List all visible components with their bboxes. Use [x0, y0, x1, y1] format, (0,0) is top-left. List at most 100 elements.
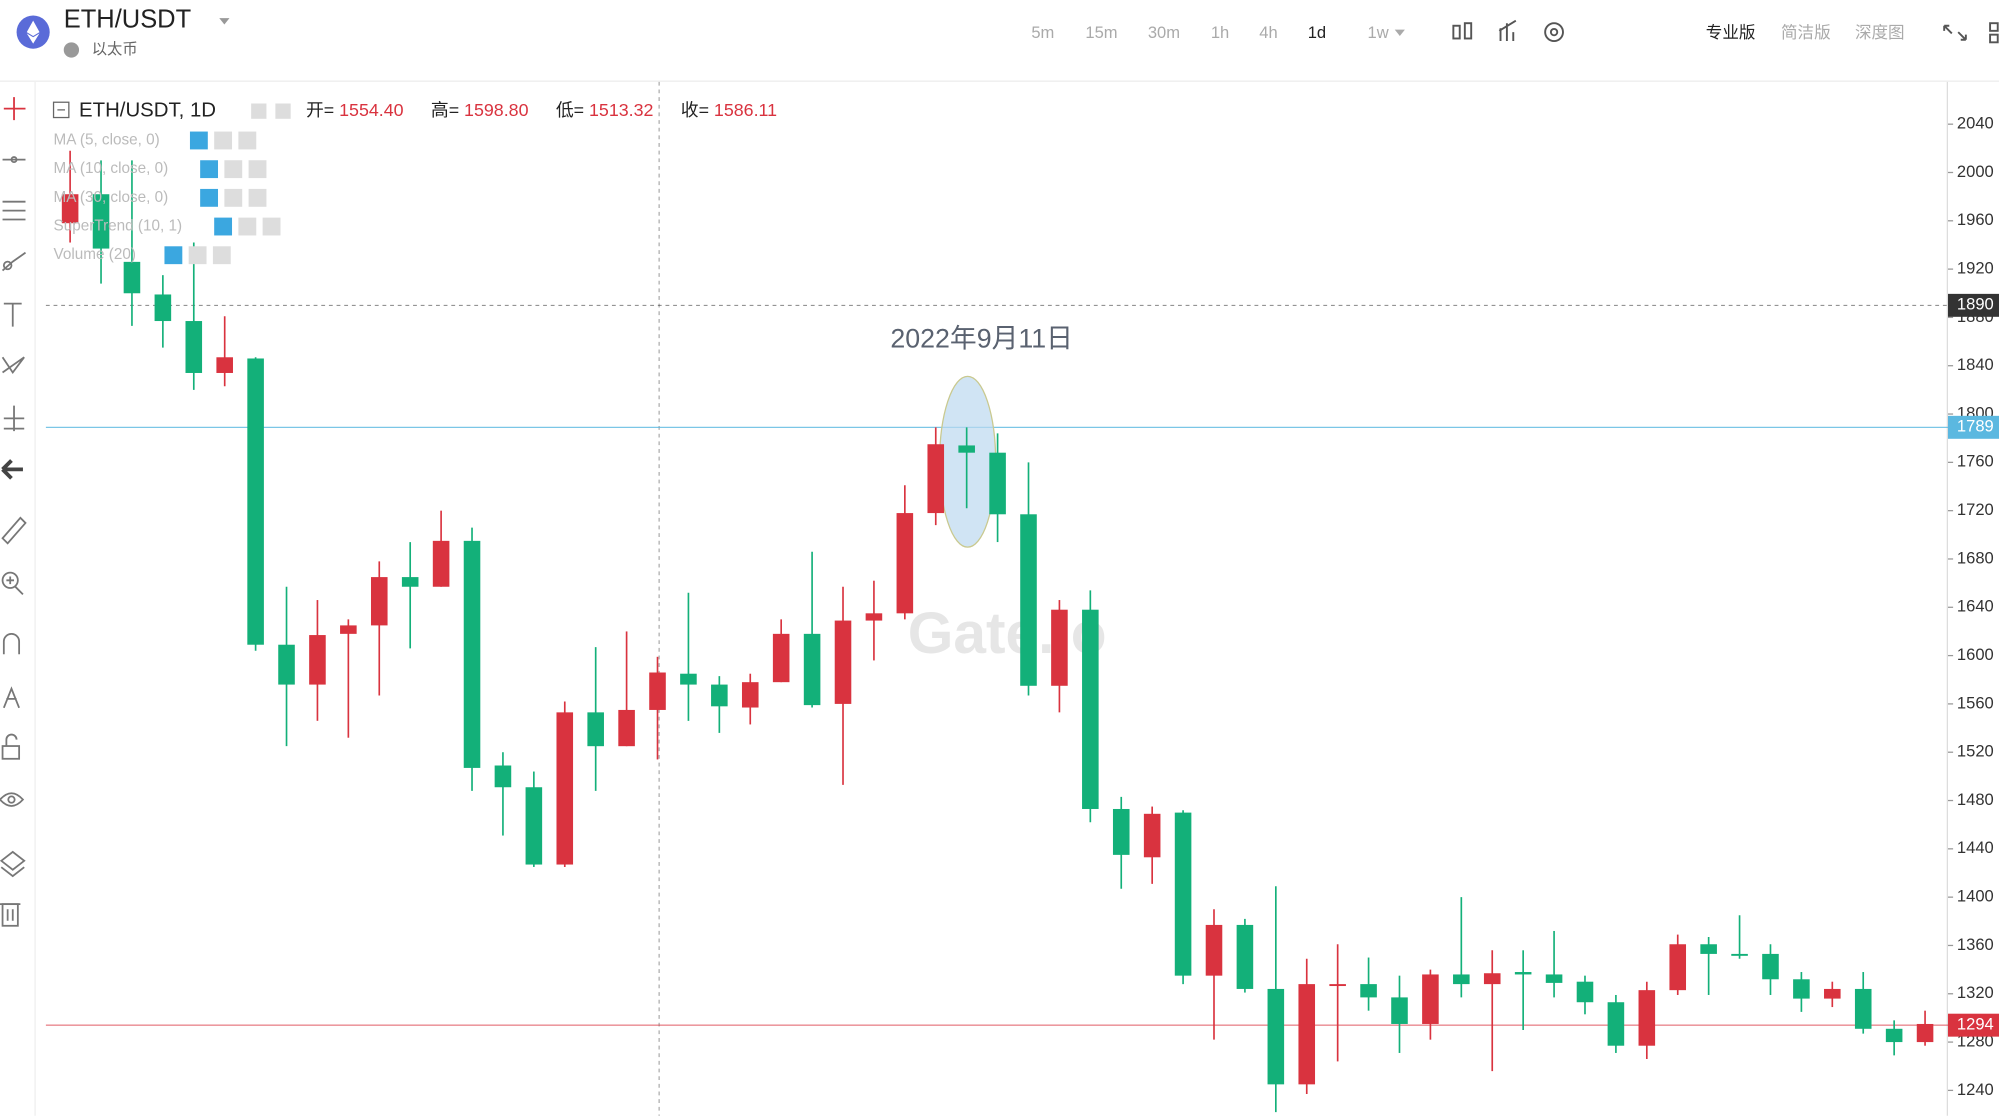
- interval-tab[interactable]: 1d: [1308, 23, 1326, 42]
- candle-body: [1082, 609, 1099, 809]
- ohlc-value: 1586.11: [714, 100, 777, 120]
- indicator-close[interactable]: [248, 160, 267, 179]
- candle-body: [525, 787, 543, 865]
- y-tick-label: 1320: [1957, 983, 1994, 1002]
- candle-body: [556, 712, 574, 865]
- candle-body: [989, 452, 1006, 515]
- left-toolbar[interactable]: [0, 97, 27, 927]
- indicator-eye[interactable]: [164, 246, 183, 265]
- candle-body: [1793, 979, 1810, 999]
- candle-body: [1916, 1023, 1934, 1043]
- candle-body: [154, 294, 172, 322]
- candle-body: [1669, 944, 1687, 991]
- view-tab[interactable]: 深度图: [1855, 23, 1905, 42]
- candle-body: [1576, 981, 1594, 1003]
- y-tick-label: 1360: [1957, 935, 1994, 954]
- candle-body: [741, 682, 759, 708]
- indicator-label: MA (5, close, 0): [54, 132, 160, 149]
- interval-tab[interactable]: 1h: [1211, 23, 1229, 42]
- indicator-label: MA (10, close, 0): [54, 160, 169, 177]
- y-tick-label: 1240: [1957, 1080, 1994, 1099]
- y-tick-label: 1640: [1957, 597, 1994, 616]
- info-icon: [63, 42, 80, 58]
- legend-icon: [251, 103, 267, 119]
- candle-body: [1267, 988, 1285, 1085]
- candle-body: [340, 625, 357, 634]
- candle-body: [1700, 944, 1717, 954]
- indicator-eye[interactable]: [200, 188, 219, 207]
- candle-body: [1329, 984, 1346, 987]
- view-tab[interactable]: 专业版: [1706, 23, 1756, 42]
- indicator-settings[interactable]: [238, 217, 257, 236]
- candle-body: [1422, 974, 1439, 1024]
- subtitle: 以太币: [92, 41, 138, 58]
- candle-body: [680, 673, 697, 685]
- interval-tab[interactable]: 4h: [1259, 23, 1277, 42]
- candle-body: [1112, 808, 1130, 855]
- indicator-close[interactable]: [248, 188, 267, 207]
- candle-body: [92, 194, 110, 249]
- symbol[interactable]: ETH/USDT: [64, 5, 191, 33]
- indicator-eye[interactable]: [189, 131, 208, 150]
- candle-body: [432, 540, 450, 587]
- ohlc-value: 1554.40: [339, 100, 404, 120]
- candle-body: [1298, 984, 1316, 1085]
- price-tag-label: 1294: [1957, 1015, 1994, 1034]
- interval-tab[interactable]: 15m: [1085, 23, 1117, 42]
- y-tick-label: 1920: [1957, 258, 1994, 277]
- candle-body: [1174, 812, 1192, 976]
- indicator-settings[interactable]: [188, 246, 207, 265]
- candle-body: [463, 540, 481, 768]
- candle-body: [927, 444, 945, 514]
- candle-body: [216, 357, 233, 373]
- candle-body: [803, 633, 821, 706]
- candle-body: [865, 613, 883, 621]
- indicator-settings[interactable]: [214, 131, 233, 150]
- ohlc-label: 低=: [556, 100, 584, 120]
- indicator-label: SuperTrend (10, 1): [54, 218, 183, 235]
- indicator-eye[interactable]: [200, 160, 219, 179]
- dropdown-arrow[interactable]: [219, 18, 230, 25]
- interval-tab[interactable]: 30m: [1148, 23, 1180, 42]
- y-tick-label: 1760: [1957, 452, 1994, 471]
- candle-body: [896, 513, 914, 614]
- price-tag-label: 1890: [1957, 295, 1994, 314]
- candle-body: [494, 765, 512, 788]
- candle-body: [1236, 924, 1254, 989]
- candle-body: [1607, 1002, 1625, 1046]
- candle-body: [1514, 972, 1532, 975]
- candle-body: [1051, 609, 1068, 686]
- price-tag: [1948, 415, 1999, 439]
- indicator-close[interactable]: [262, 217, 281, 236]
- candle-body: [1360, 984, 1377, 998]
- indicator-eye[interactable]: [214, 217, 233, 236]
- chart-icons[interactable]: [1452, 19, 1999, 44]
- y-tick-label: 1560: [1957, 693, 1994, 712]
- indicator-close[interactable]: [238, 131, 257, 150]
- candle-body: [370, 577, 388, 626]
- candle-body: [1391, 997, 1408, 1024]
- highlight-ellipse: [938, 375, 997, 548]
- indicator-settings[interactable]: [224, 160, 243, 179]
- legend-icon: [275, 103, 291, 119]
- y-tick-label: 1960: [1957, 210, 1994, 229]
- candle-body: [1483, 973, 1501, 985]
- candle-body: [61, 194, 79, 224]
- y-tick-label: 1520: [1957, 742, 1994, 761]
- candle-body: [123, 261, 141, 294]
- candle-body: [772, 633, 790, 683]
- annotation: 2022年9月11日: [890, 324, 1073, 354]
- indicator-settings[interactable]: [224, 188, 243, 207]
- view-tab[interactable]: 简洁版: [1781, 23, 1831, 42]
- indicator-close[interactable]: [212, 246, 231, 265]
- interval-tab[interactable]: 1w: [1368, 23, 1389, 42]
- collapse-box[interactable]: [52, 101, 70, 119]
- y-tick-label: 1720: [1957, 500, 1994, 519]
- interval-tab[interactable]: 5m: [1031, 23, 1054, 42]
- ohlc-label: 收=: [681, 100, 709, 120]
- interval-arrow: [1394, 29, 1405, 36]
- y-tick-label: 2040: [1957, 114, 1994, 133]
